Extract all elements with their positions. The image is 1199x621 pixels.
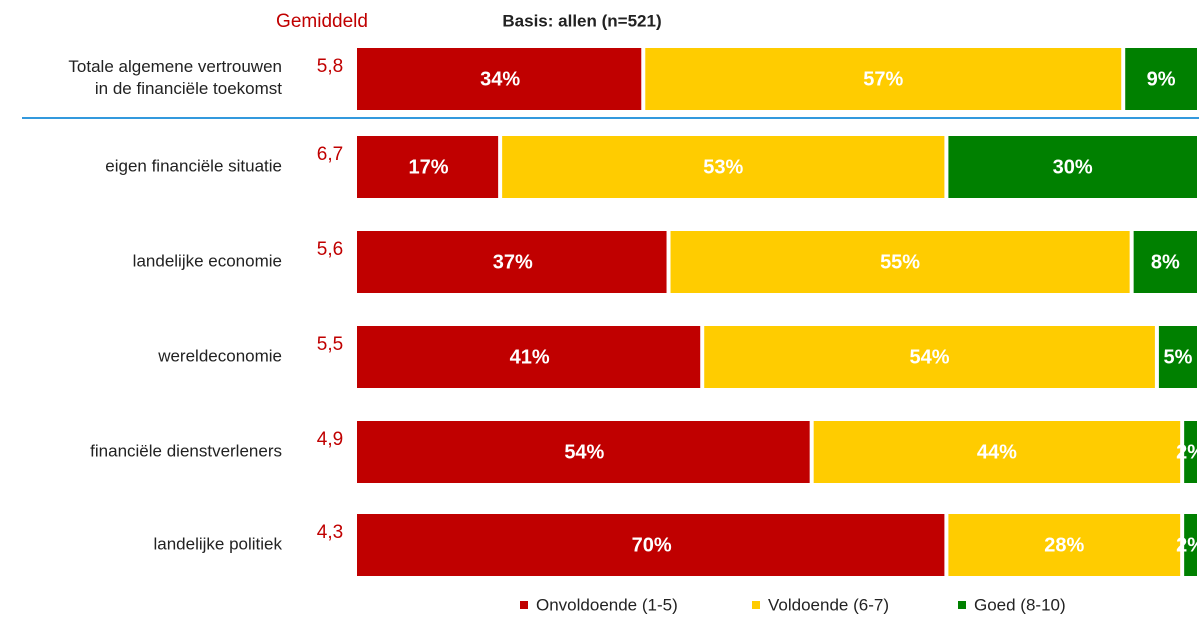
legend-swatch	[752, 601, 760, 609]
bar-segment	[813, 421, 1181, 483]
bar-segment	[1184, 514, 1197, 576]
average-header: Gemiddeld	[276, 11, 368, 32]
bar-segment	[357, 326, 701, 388]
category-label: Totale algemene vertrouwen in de financië…	[68, 57, 282, 98]
bar-segment	[704, 326, 1155, 388]
subtitle: Basis: allen (n=521)	[502, 11, 661, 30]
data-label: 2%	[1176, 534, 1199, 556]
bar-segment	[357, 231, 667, 293]
bar-segment	[1184, 421, 1197, 483]
data-label: 28%	[1044, 534, 1084, 556]
legend-swatch	[958, 601, 966, 609]
bar-segment	[357, 421, 810, 483]
category-label: wereldeconomie	[157, 346, 282, 365]
average-label: 4,9	[317, 429, 343, 450]
data-label: 54%	[564, 441, 604, 463]
category-label: financiële dienstverleners	[90, 441, 282, 460]
data-label: 2%	[1176, 441, 1199, 463]
data-label: 34%	[480, 68, 520, 90]
data-label: 9%	[1147, 68, 1176, 90]
average-label: 4,3	[317, 522, 343, 543]
data-label: 5%	[1163, 346, 1192, 368]
legend-label: Voldoende (6-7)	[768, 595, 889, 614]
legend-label: Goed (8-10)	[974, 595, 1066, 614]
data-label: 54%	[910, 346, 950, 368]
average-label: 5,6	[317, 239, 343, 260]
category-label: landelijke politiek	[153, 534, 282, 553]
data-label: 37%	[493, 251, 533, 273]
data-label: 53%	[703, 156, 743, 178]
bar-segment	[1133, 231, 1197, 293]
data-label: 17%	[409, 156, 449, 178]
bar-segment	[948, 514, 1181, 576]
bar-segment	[357, 48, 642, 110]
data-label: 8%	[1151, 251, 1180, 273]
category-label: landelijke economie	[133, 251, 282, 270]
legend-swatch	[520, 601, 528, 609]
data-label: 30%	[1053, 156, 1093, 178]
data-label: 44%	[977, 441, 1017, 463]
bar-segment	[502, 136, 945, 198]
data-label: 70%	[632, 534, 672, 556]
average-label: 6,7	[317, 144, 343, 165]
bar-segment	[357, 136, 499, 198]
bar-segment	[357, 514, 945, 576]
category-label: eigen financiële situatie	[105, 156, 282, 175]
bar-segment	[1158, 326, 1197, 388]
bar-segment	[1125, 48, 1197, 110]
data-label: 41%	[510, 346, 550, 368]
bar-segment	[670, 231, 1130, 293]
bar-segment	[645, 48, 1122, 110]
data-label: 57%	[863, 68, 903, 90]
average-label: 5,8	[317, 56, 343, 77]
average-label: 5,5	[317, 334, 343, 355]
legend-label: Onvoldoende (1-5)	[536, 595, 678, 614]
data-label: 55%	[880, 251, 920, 273]
bar-segment	[948, 136, 1197, 198]
